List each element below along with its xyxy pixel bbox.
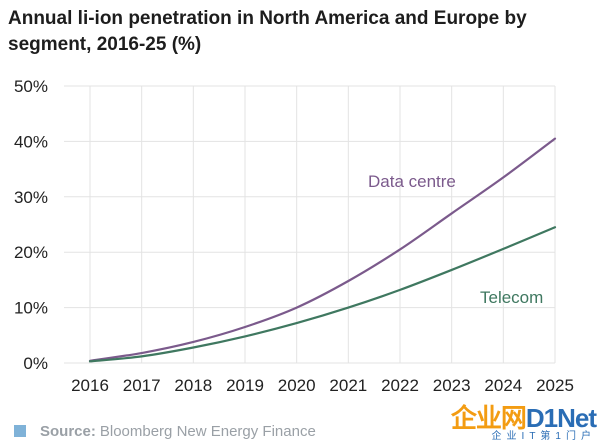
x-tick-label: 2021 [329,376,367,395]
watermark-en: D1Net [525,403,597,433]
x-tick-label: 2024 [484,376,522,395]
chart-title: Annual li-ion penetration in North Ameri… [8,8,527,55]
series-labels: Data centre Telecom [368,172,543,307]
y-tick-label: 50% [14,77,48,96]
x-tick-label: 2019 [226,376,264,395]
y-tick-label: 20% [14,243,48,262]
y-tick-label: 0% [23,354,48,373]
source-text: Bloomberg New Energy Finance [99,422,316,440]
series-lines [88,137,557,363]
line-chart: 0% 10% 20% 30% 40% 50% 2016 2017 2018 2019 2020 202… [14,77,574,395]
x-tick-label: 2023 [433,376,471,395]
x-tick-label: 2017 [123,376,161,395]
y-tick-label: 10% [14,299,48,318]
source-marker-icon [14,425,26,437]
x-tick-label: 2016 [71,376,109,395]
series-label-data-centre: Data centre [368,172,456,191]
x-tick-label: 2020 [278,376,316,395]
watermark-sub: 企业IT第1门户 [491,431,596,442]
x-tick-label: 2022 [381,376,419,395]
watermark-cn: 企业网 [450,403,527,433]
series-line-telecom [88,226,557,363]
y-tick-label: 30% [14,188,48,207]
source-prefix: Source: [40,422,96,440]
watermark-logo: 企业网D1Net 企业IT第1门户 [406,403,597,443]
source-note: Source: Bloomberg New Energy Finance [0,419,420,443]
x-tick-label: 2018 [174,376,212,395]
gridlines [64,85,556,364]
y-tick-label: 40% [14,132,48,151]
series-line-data-centre [88,137,557,362]
axes: 0% 10% 20% 30% 40% 50% 2016 2017 2018 2019 2020 202… [14,77,574,395]
series-label-telecom: Telecom [480,288,543,307]
x-tick-label: 2025 [536,376,574,395]
